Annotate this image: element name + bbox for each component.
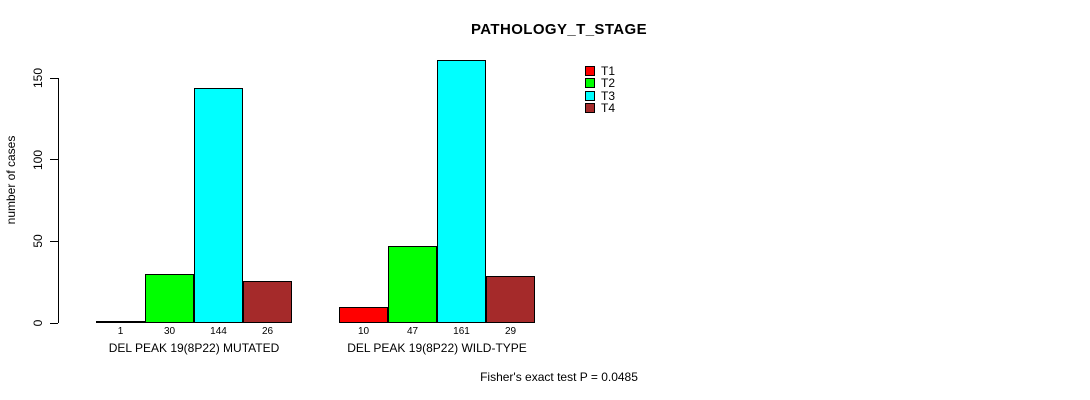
group-label: DEL PEAK 19(8P22) MUTATED <box>108 341 280 355</box>
bar-value-label: 47 <box>406 326 419 337</box>
bar-t3-mutated <box>194 87 243 323</box>
bar-value-label: 26 <box>261 326 274 337</box>
legend-item-t4: T4 <box>585 100 616 115</box>
legend-item-t2: T2 <box>585 76 616 91</box>
legend-label: T4 <box>601 100 616 115</box>
y-axis-label: number of cases <box>4 135 18 225</box>
y-tick-mark <box>50 240 58 242</box>
legend-item-t1: T1 <box>585 64 616 78</box>
legend-label: T1 <box>601 64 616 78</box>
bar-t4-mutated <box>243 280 292 323</box>
y-tick-label: 100 <box>31 149 45 170</box>
y-tick-mark <box>50 322 58 324</box>
bar-t4-wildtype <box>486 275 535 323</box>
legend-swatch-t1 <box>585 66 595 76</box>
y-tick-label: 50 <box>31 234 45 249</box>
y-axis-line <box>58 78 59 323</box>
legend-swatch-t2 <box>585 78 595 89</box>
legend-label: T3 <box>601 88 616 103</box>
bar-t1-wildtype <box>339 306 388 323</box>
legend: T1 T2 T3 T4 <box>585 64 616 115</box>
bar-t3-wildtype <box>437 60 486 323</box>
y-tick-mark <box>50 77 58 79</box>
bar-value-label: 144 <box>210 326 227 337</box>
bar-t2-mutated <box>145 274 194 323</box>
bar-value-label: 10 <box>357 326 370 337</box>
bar-value-label: 161 <box>453 326 470 337</box>
bar-t2-wildtype <box>388 246 437 323</box>
group-label: DEL PEAK 19(8P22) WILD-TYPE <box>347 341 527 355</box>
legend-item-t3: T3 <box>585 88 616 103</box>
y-tick-label: 0 <box>31 319 45 327</box>
annotation-text: Fisher's exact test P = 0.0485 <box>480 370 638 384</box>
y-tick-mark <box>50 159 58 161</box>
bar-value-label: 1 <box>117 326 124 337</box>
bar-t1-mutated <box>96 321 145 324</box>
bar-value-label: 29 <box>504 326 517 337</box>
y-tick-label: 150 <box>31 67 45 89</box>
bar-value-label: 30 <box>163 326 176 337</box>
legend-swatch-t4 <box>585 102 595 113</box>
chart-title: PATHOLOGY_T_STAGE <box>471 21 647 38</box>
legend-swatch-t3 <box>585 90 595 101</box>
legend-label: T2 <box>601 76 616 91</box>
